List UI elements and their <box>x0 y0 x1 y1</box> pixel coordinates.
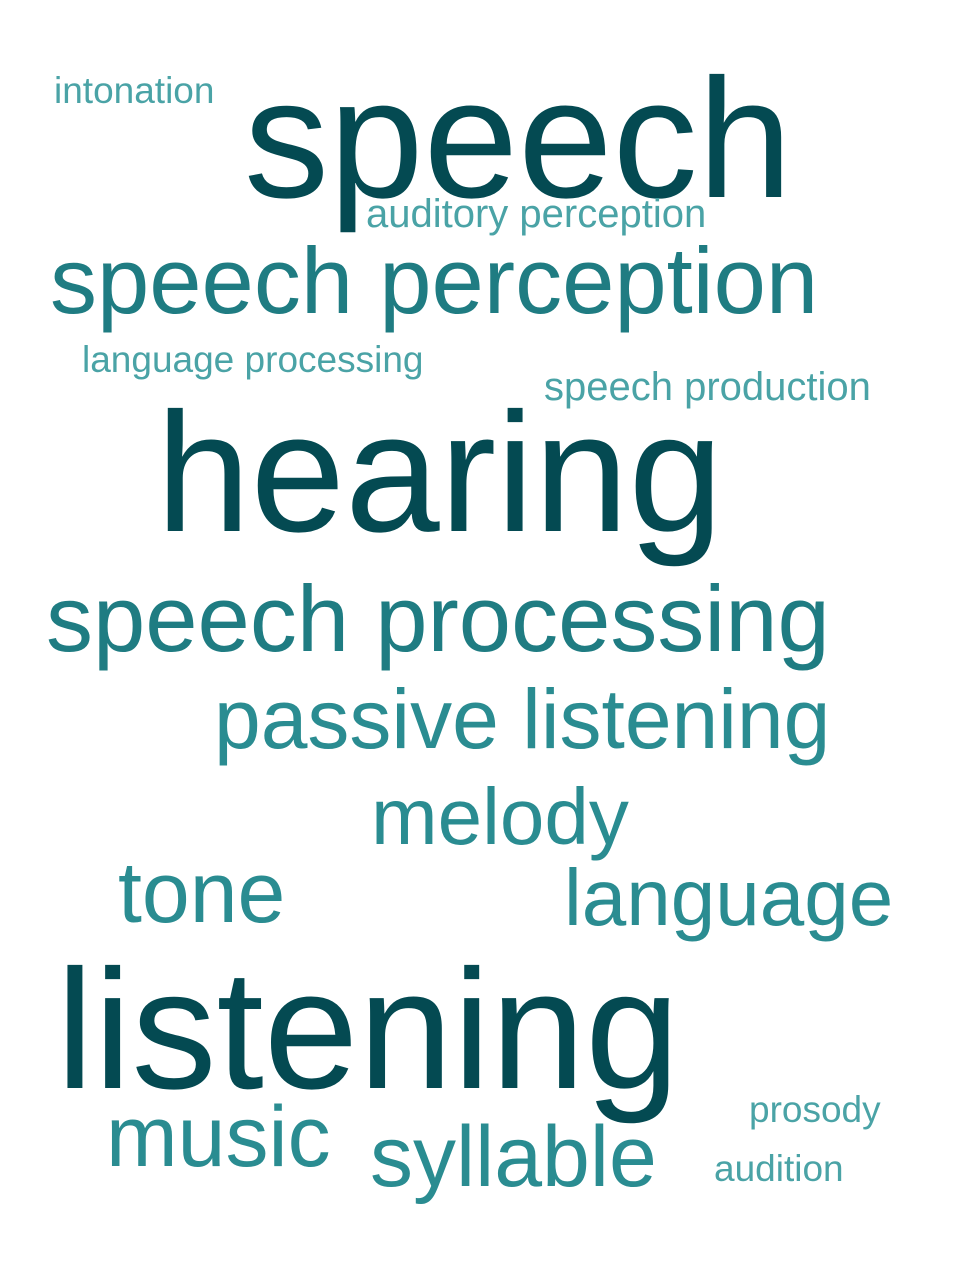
word-speech: speech <box>244 44 793 234</box>
word-listening: listening <box>56 935 680 1125</box>
word-prosody: prosody <box>749 1089 881 1130</box>
word-speech-processing: speech processing <box>46 566 830 671</box>
word-melody: melody <box>371 772 629 861</box>
word-auditory-perception: auditory perception <box>366 192 707 236</box>
word-intonation: intonation <box>54 70 215 111</box>
word-music: music <box>106 1089 331 1185</box>
word-syllable: syllable <box>370 1109 657 1205</box>
word-speech-production: speech production <box>544 365 871 409</box>
word-tone: tone <box>118 845 286 941</box>
word-audition: audition <box>714 1148 844 1189</box>
word-language: language <box>564 853 894 942</box>
word-passive-listening: passive listening <box>214 672 831 766</box>
word-hearing: hearing <box>156 378 724 568</box>
word-language-processing: language processing <box>82 339 424 380</box>
word-speech-perception: speech perception <box>50 228 819 333</box>
